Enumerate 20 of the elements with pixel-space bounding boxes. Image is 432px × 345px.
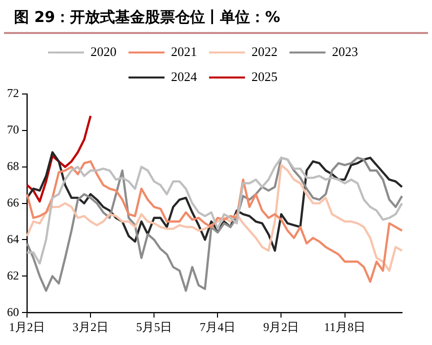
legend-label: 2023 — [332, 44, 358, 59]
y-tick-label: 60 — [7, 304, 19, 319]
y-tick-label: 68 — [7, 159, 19, 174]
legend-label: 2024 — [171, 68, 198, 84]
x-tick-label: 5月5日 — [136, 320, 172, 334]
x-tick-label: 11月8日 — [324, 320, 366, 334]
legend-label: 2025 — [252, 68, 278, 84]
y-tick-label: 72 — [7, 86, 19, 100]
legend-label: 2022 — [252, 44, 278, 59]
x-tick-label: 1月2日 — [9, 320, 45, 334]
y-tick-label: 64 — [7, 232, 19, 246]
x-tick-label: 3月2日 — [72, 320, 109, 334]
y-tick-label: 62 — [7, 268, 19, 282]
y-tick-label: 66 — [7, 195, 19, 210]
y-tick-label: 70 — [7, 122, 19, 137]
chart-title: 图 29：开放式基金股票仓位丨单位：% — [4, 0, 428, 34]
x-tick-label: 9月2日 — [263, 320, 300, 334]
legend-label: 2020 — [90, 44, 116, 59]
x-tick-label: 7月4日 — [200, 320, 236, 334]
legend-label: 2021 — [171, 44, 197, 59]
